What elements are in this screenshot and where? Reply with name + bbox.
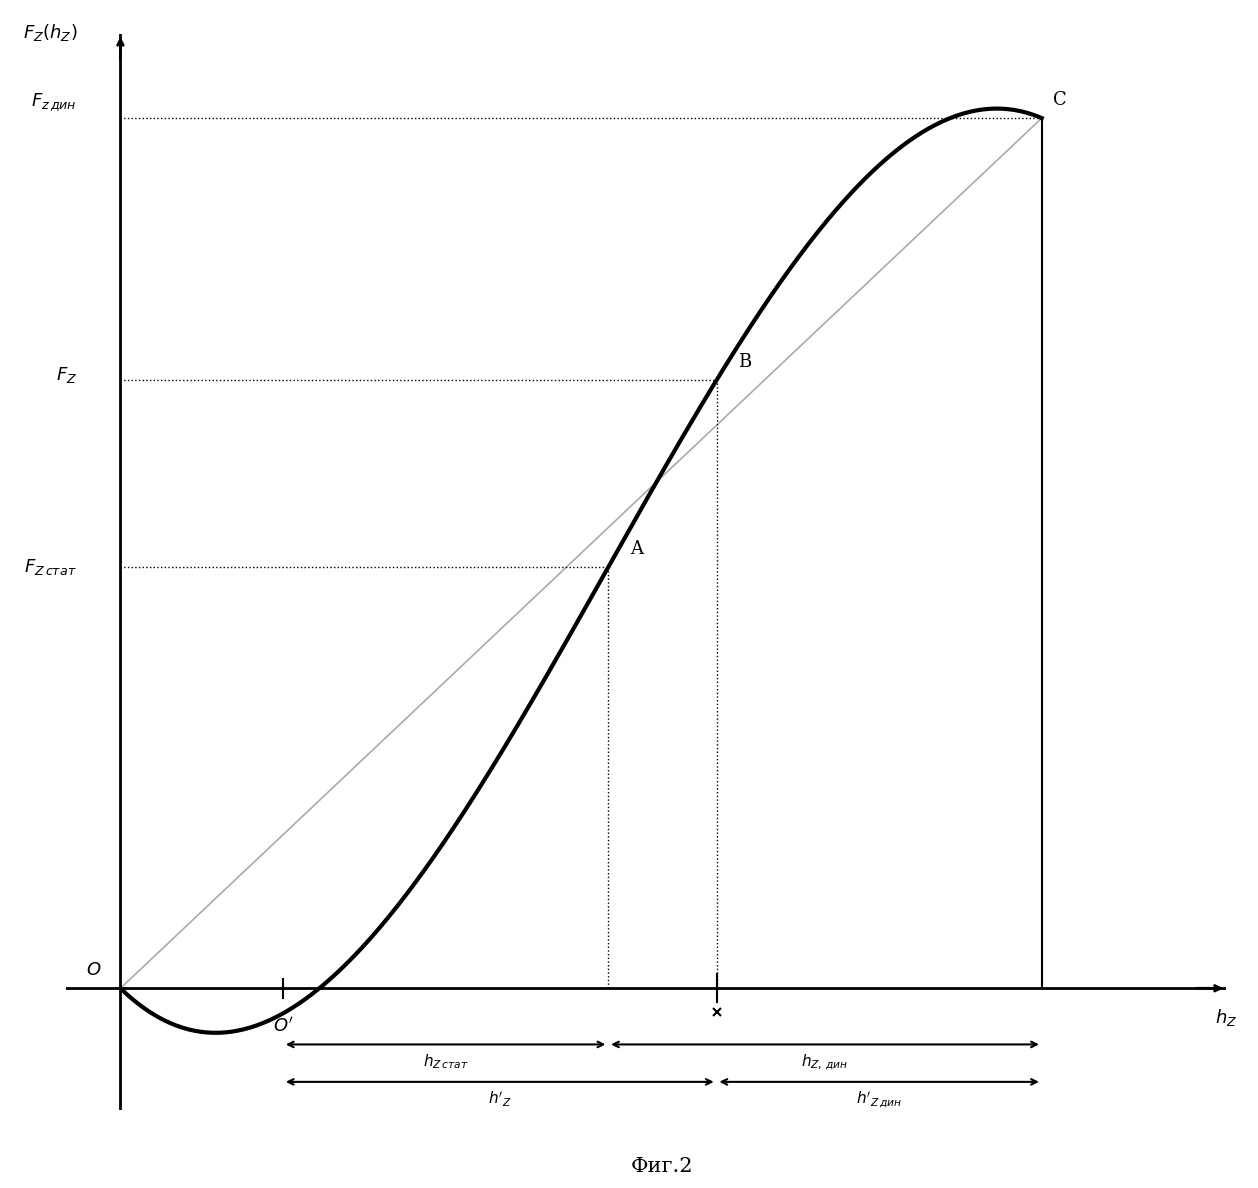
- Text: B: B: [738, 353, 751, 371]
- Text: A: A: [630, 539, 643, 558]
- Text: $F_{z\,дин}$: $F_{z\,дин}$: [31, 91, 77, 113]
- Text: $O'$: $O'$: [273, 1017, 293, 1036]
- Text: $h_{Z\,стат}$: $h_{Z\,стат}$: [423, 1051, 468, 1070]
- Text: $O$: $O$: [86, 961, 101, 979]
- Text: $h_{Z,\,дин}$: $h_{Z,\,дин}$: [801, 1051, 848, 1072]
- Text: $F_Z(h_Z)$: $F_Z(h_Z)$: [23, 23, 77, 43]
- Text: $h_Z$: $h_Z$: [1215, 1007, 1237, 1028]
- Text: Фиг.2: Фиг.2: [632, 1157, 693, 1176]
- Text: $h'_{Z\,дин}$: $h'_{Z\,дин}$: [855, 1089, 902, 1110]
- Text: $h'_Z$: $h'_Z$: [488, 1089, 512, 1108]
- Text: C: C: [1053, 90, 1067, 109]
- Text: $F_Z$: $F_Z$: [55, 366, 77, 385]
- Text: $F_{Z\,стат}$: $F_{Z\,стат}$: [24, 557, 77, 577]
